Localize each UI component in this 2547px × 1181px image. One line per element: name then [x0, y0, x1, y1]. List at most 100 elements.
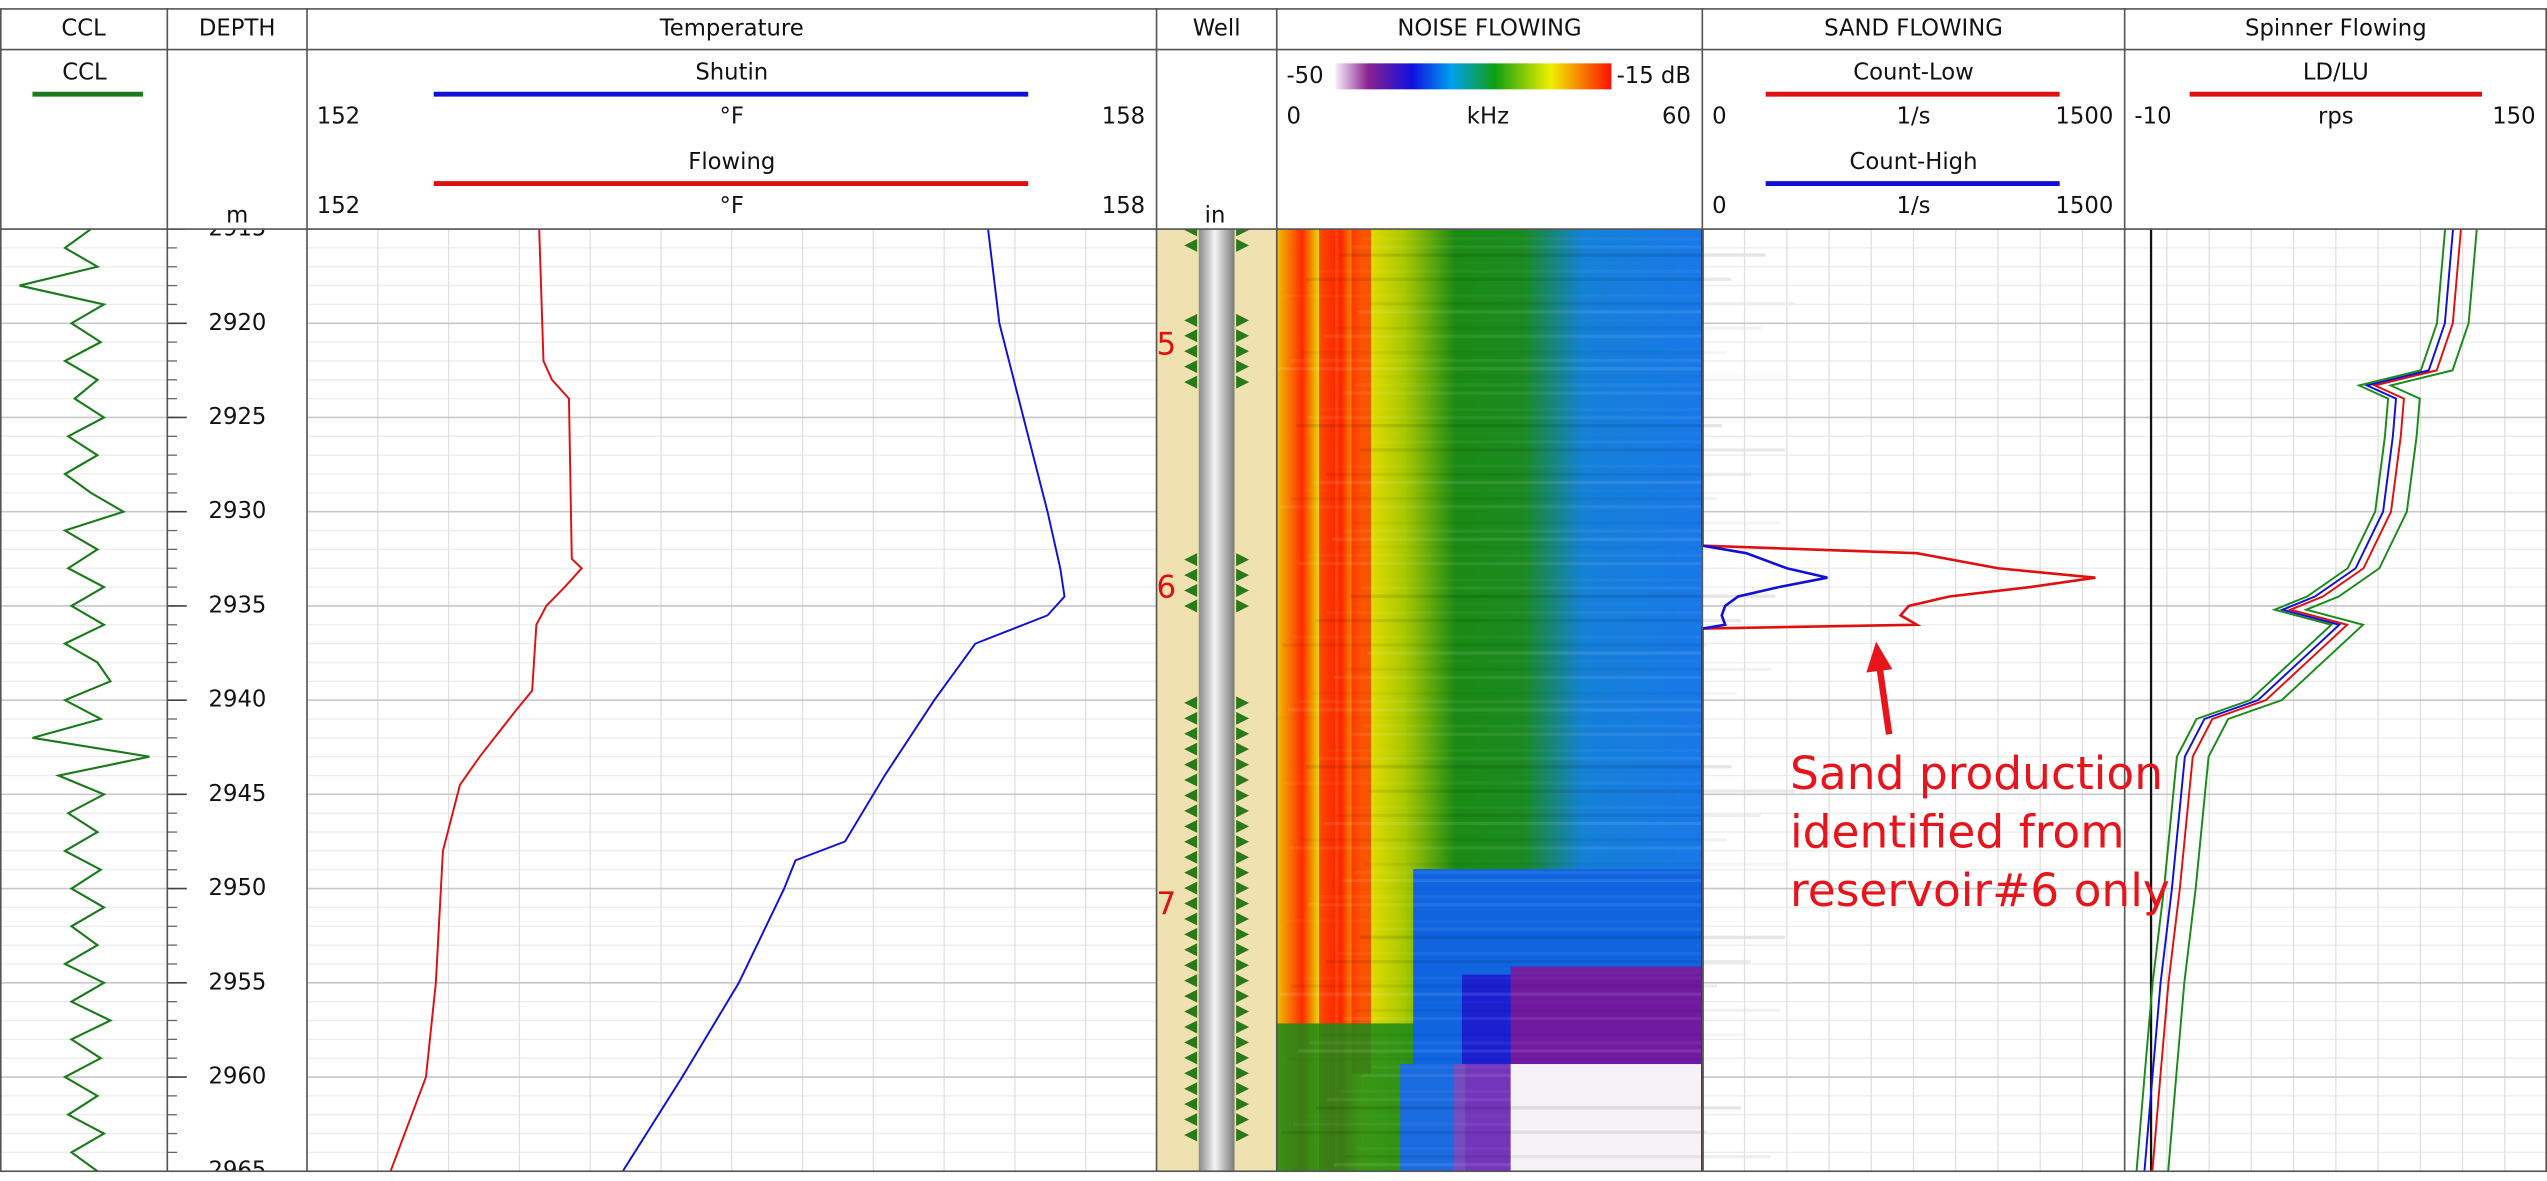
noise-streak: [1333, 1163, 1760, 1167]
noise-streak: [1293, 635, 1719, 638]
legend-name: Flowing: [688, 149, 775, 175]
perforation-shot: [1236, 897, 1250, 911]
noise-streak: [1325, 960, 1752, 964]
noise-streak: [1283, 781, 1709, 785]
noise-streak: [1343, 529, 1769, 533]
depth-label: 2930: [209, 498, 267, 524]
track-title: Spinner Flowing: [2245, 16, 2427, 42]
depth-label: 2950: [209, 875, 267, 901]
noise-streak: [1338, 603, 1764, 606]
depth-label: 2915: [209, 216, 267, 242]
noise-streak: [1281, 1130, 1708, 1134]
noise-streak: [1312, 830, 1738, 833]
depth-label: 2920: [209, 310, 267, 336]
noise-streak: [1319, 408, 1745, 411]
perforation-shot: [1184, 553, 1198, 567]
perforation-shot: [1184, 584, 1198, 598]
noise-streak: [1277, 716, 1703, 719]
noise-streak: [1363, 237, 1789, 240]
perforation-shot: [1236, 553, 1250, 567]
perforation-shot: [1184, 835, 1198, 849]
noise-streak: [1364, 375, 1790, 378]
perforation-shot: [1236, 229, 1250, 237]
temperature-curve: [621, 229, 1066, 1172]
perforation-shot: [1236, 804, 1250, 818]
perforation: [1184, 553, 1250, 613]
scale-min: 152: [317, 193, 360, 219]
perforation-shot: [1236, 360, 1250, 374]
noise-streak: [1311, 692, 1737, 695]
scale-max: 1500: [2055, 103, 2113, 129]
noise-streak: [1329, 262, 1755, 265]
noise-streak: [1297, 562, 1724, 566]
noise-streak: [1362, 724, 1789, 728]
noise-streak: [1344, 667, 1771, 671]
noise-streak: [1351, 245, 1778, 249]
noise-streak: [1349, 594, 1776, 598]
annotation-text: reservoir#6 only: [1790, 864, 2170, 917]
perforation-shot: [1236, 773, 1250, 787]
perforation-shot: [1184, 850, 1198, 864]
annotation-arrow: [1876, 665, 1893, 735]
spinner-curve: [2167, 229, 2478, 1172]
perforation-shot: [1184, 329, 1198, 343]
perforation-shot: [1184, 742, 1198, 756]
noise-streak: [1296, 423, 1722, 428]
perforation-shot: [1184, 1082, 1198, 1096]
perforation: [1184, 313, 1250, 389]
perforation-shot: [1236, 599, 1250, 613]
perforation-shot: [1236, 866, 1250, 880]
noise-streak: [1335, 326, 1761, 330]
legend-name: Count-High: [1850, 149, 1978, 175]
spinner-curve: [2135, 229, 2447, 1172]
noise-streak: [1359, 448, 1786, 452]
scale-min: -10: [2134, 103, 2171, 129]
depth-label: 2945: [209, 781, 267, 807]
unit-label: in: [1205, 203, 1226, 229]
noise-streak: [1304, 1114, 1730, 1117]
noise-streak: [1317, 757, 1743, 761]
perforation-shot: [1184, 1066, 1198, 1080]
noise-streak: [1338, 1090, 1764, 1093]
noise-streak: [1361, 1073, 1787, 1078]
perforation-shot: [1236, 584, 1250, 598]
perforation-shot: [1184, 1051, 1198, 1065]
perforation-shot: [1236, 758, 1250, 772]
noise-streak: [1353, 870, 1779, 874]
noise-band: [1351, 229, 1371, 1074]
noise-streak: [1331, 537, 1758, 541]
noise-streak: [1341, 878, 1768, 883]
noise-streak: [1305, 277, 1732, 282]
perforation-shot: [1236, 958, 1250, 972]
noise-streak: [1327, 1098, 1753, 1102]
noise-streak: [1279, 992, 1706, 996]
perforation-shot: [1236, 819, 1250, 833]
perforation-shot: [1236, 1005, 1250, 1019]
noise-streak: [1295, 773, 1721, 776]
noise-streak: [1291, 984, 1717, 988]
scale-min: 152: [317, 103, 360, 129]
scale-max: 1500: [2055, 193, 2113, 219]
noise-streak: [1289, 846, 1716, 850]
noise-streak: [1351, 732, 1778, 736]
noise-streak: [1357, 310, 1784, 314]
noise-streak: [1291, 497, 1717, 501]
perforation-shot: [1184, 1097, 1198, 1111]
noise-streak: [1369, 302, 1795, 306]
perforation-shot: [1184, 758, 1198, 772]
annotation-text: Sand production: [1790, 747, 2163, 800]
perforation-shot: [1236, 881, 1250, 895]
noise-streak: [1283, 294, 1709, 297]
perforation-shot: [1184, 238, 1198, 252]
perforation-shot: [1184, 819, 1198, 833]
perforation: [1184, 229, 1250, 252]
perforation-shot: [1184, 599, 1198, 613]
perforation-shot: [1236, 344, 1250, 358]
noise-streak: [1303, 489, 1729, 492]
noise-streak: [1337, 465, 1763, 468]
perforation-shot: [1184, 866, 1198, 880]
noise-streak: [1333, 675, 1760, 680]
noise-streak: [1355, 521, 1781, 524]
perforation-shot: [1184, 344, 1198, 358]
perforation-shot: [1236, 835, 1250, 849]
